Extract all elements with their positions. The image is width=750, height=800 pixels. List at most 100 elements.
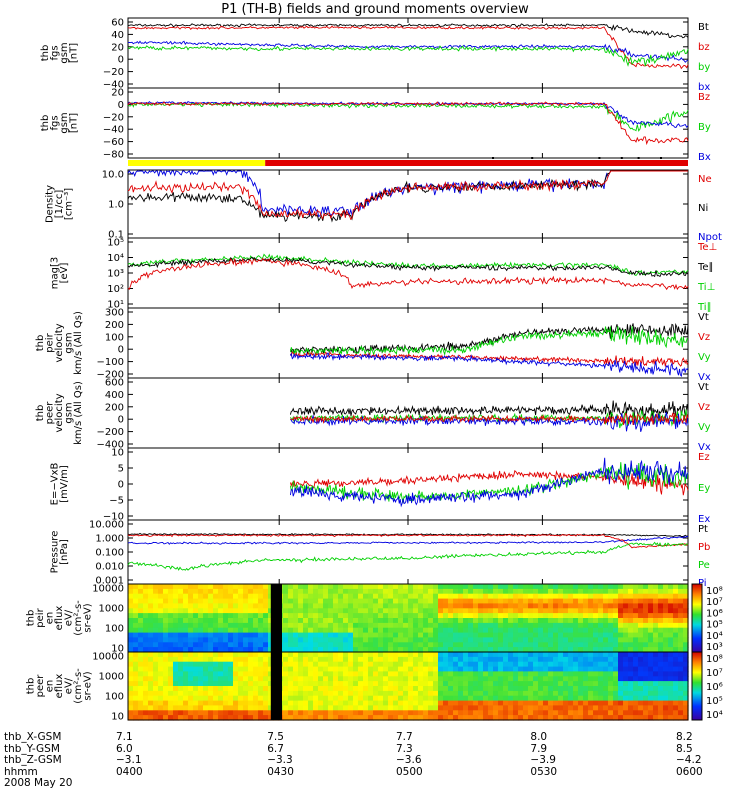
y-tick-label: 0.100 <box>95 548 124 559</box>
y-tick-label: 10 <box>111 712 124 723</box>
panel-frame <box>127 447 689 521</box>
y-axis-label-line: [nT] <box>68 113 79 133</box>
y-axis-label-line: km/s (All Qs) <box>73 311 84 375</box>
y-axis-label-line: fgs <box>49 115 60 130</box>
y-tick-label: 100 <box>105 332 124 343</box>
footer-row-label: thb_Y-GSM <box>4 742 60 755</box>
Vy-line <box>289 326 689 357</box>
footer-value: −4.2 <box>676 754 702 766</box>
footer-value: 7.7 <box>396 731 413 743</box>
footer-value: 6.0 <box>116 742 133 755</box>
y-tick-label: 400 <box>105 390 124 401</box>
Bz-line <box>127 101 689 146</box>
y-tick-label: −40 <box>103 125 124 136</box>
y-axis-label-line: thb <box>26 678 37 695</box>
Bt-line <box>127 23 689 39</box>
y-tick-label: 10.000 <box>89 520 124 531</box>
y-axis-label-line: [mV/m] <box>59 465 70 503</box>
spectrogram-elespec <box>127 651 689 721</box>
legend-entry: Te∥ <box>697 262 714 273</box>
efield-traces <box>289 457 689 508</box>
y-tick-label: 10000 <box>92 584 124 595</box>
y-tick-label: 0.001 <box>95 576 124 587</box>
data-gap <box>270 652 282 720</box>
By-line <box>127 101 689 132</box>
y-tick-label: 10¹ <box>107 300 124 311</box>
y-tick-label: 200 <box>105 402 124 413</box>
y-tick-label: 0 <box>118 480 124 491</box>
y-axis-label-line: thb <box>40 115 51 132</box>
density-traces <box>127 169 688 223</box>
colorbar-tick-label: 10³ <box>706 642 723 653</box>
colorbar-tick-label: 10⁶ <box>706 608 723 619</box>
y-axis-label-line: peer <box>45 401 56 425</box>
y-axis-label-line: [nPa] <box>59 539 70 565</box>
y-tick-label: −200 <box>97 427 124 438</box>
y-axis-label-line: (cm²-s- <box>73 668 84 704</box>
colorbar <box>691 583 703 653</box>
y-axis-label-line: eflux <box>54 606 65 631</box>
y-axis-label-line: thb <box>35 405 46 422</box>
legend-entry: Vx <box>698 442 711 453</box>
footer-row-label: hhmm <box>4 765 38 778</box>
y-tick-label: 40 <box>111 30 124 41</box>
legend-entry: bz <box>698 42 710 53</box>
legend-entry: Vy <box>698 352 711 363</box>
data-gap <box>270 584 282 652</box>
panel-frame <box>127 519 689 585</box>
footer-value: 7.5 <box>267 731 284 743</box>
y-tick-label: 0 <box>118 55 124 66</box>
legend-entry: Vz <box>698 332 710 343</box>
y-tick-label: 1000 <box>99 672 124 683</box>
by-line <box>127 45 689 67</box>
y-axis-label-line: en <box>45 680 56 693</box>
y-tick-label: 10.0 <box>102 170 124 181</box>
legend-entry: Bt <box>698 22 709 33</box>
colorbar-tick-label: 10⁸ <box>706 586 723 597</box>
Ez-line <box>289 470 689 496</box>
panel-frame <box>127 87 689 159</box>
Ti-line <box>127 253 689 277</box>
panel-density: 10.0 1.0 0.1 Density[1/cc][cm⁻³] Ne Ni Npot <box>45 169 722 243</box>
y-axis-label-line: gsm <box>59 112 70 133</box>
panel-temp: 10⁵ 10⁴ 10³ 10² 10¹ mag[3[eV] Te⊥ Te∥ Ti⊥ Ti∥ <box>49 237 717 313</box>
y-tick-label: 600 <box>105 378 124 389</box>
footer-row-label: 2008 May 20 <box>4 777 73 789</box>
y-tick-label: 5 <box>118 464 124 475</box>
y-axis-label-line: eflux <box>54 674 65 699</box>
legend-entry: Ti∥ <box>697 302 712 313</box>
panel-frame <box>127 169 689 239</box>
y-axis-label-line: peer <box>35 674 46 698</box>
y-tick-label: 0 <box>118 345 124 356</box>
footer-value: 7.9 <box>530 742 548 755</box>
legend-entry: Ez <box>698 452 710 463</box>
Pe-line <box>127 541 689 571</box>
y-axis-label-line: velocity <box>54 323 65 362</box>
Teperp-line <box>127 257 689 291</box>
y-tick-label: −40 <box>103 80 124 91</box>
y-axis-label-line: [nT] <box>68 43 79 63</box>
y-tick-label: 1000 <box>99 604 124 615</box>
legend-entry: Ex <box>698 514 710 525</box>
footer-value: −3.9 <box>530 754 556 766</box>
y-tick-label: 10⁴ <box>107 253 124 264</box>
footer-value: 0600 <box>676 765 703 778</box>
y-axis-label-line: mag[3 <box>49 257 60 289</box>
y-tick-label: −20 <box>103 112 124 123</box>
colorbar-tick-label: 10⁷ <box>706 668 723 679</box>
footer-value: 8.0 <box>530 731 548 743</box>
Pb-line <box>127 533 689 549</box>
footer-row-label: thb_Z-GSM <box>4 754 62 766</box>
footer-value: 0500 <box>396 765 423 778</box>
y-axis-label-line: fgs <box>49 45 60 60</box>
pressure-traces <box>127 532 689 571</box>
y-tick-label: 0.010 <box>95 562 124 573</box>
legend-entry: Vx <box>698 372 711 383</box>
legend-entry: Ni <box>698 203 708 214</box>
panel-frame <box>127 307 689 379</box>
legend-entry: Pb <box>698 542 710 553</box>
y-tick-label: −80 <box>103 150 124 161</box>
legend-entry: Vt <box>698 312 709 323</box>
y-axis-label-line: peir <box>45 332 56 352</box>
bx-line <box>127 40 689 63</box>
